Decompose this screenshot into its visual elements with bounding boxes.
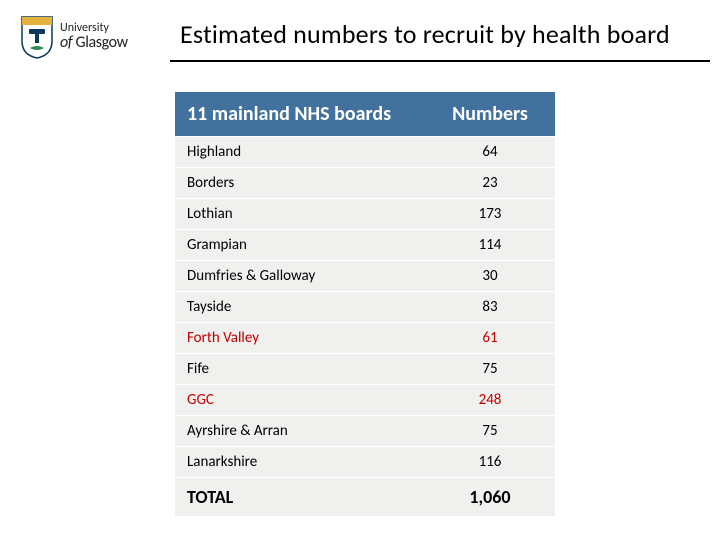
cell-value: 61 — [425, 323, 555, 354]
table-row: Lothian173 — [175, 199, 555, 230]
university-logo: University of Glasgow — [20, 12, 175, 62]
logo-line2: of Glasgow — [60, 35, 128, 52]
table-row: Tayside83 — [175, 292, 555, 323]
title-bar: University of Glasgow Estimated numbers … — [0, 6, 720, 66]
cell-value: 83 — [425, 292, 555, 323]
cell-board: Fife — [175, 354, 425, 385]
table-row: Lanarkshire116 — [175, 447, 555, 478]
logo-text: University of Glasgow — [60, 22, 128, 51]
cell-board: GGC — [175, 385, 425, 416]
cell-value: 75 — [425, 354, 555, 385]
cell-board: Lothian — [175, 199, 425, 230]
crest-icon — [20, 15, 54, 59]
table-header-row: 11 mainland NHS boards Numbers — [175, 92, 555, 137]
cell-value: 114 — [425, 230, 555, 261]
cell-value: 75 — [425, 416, 555, 447]
cell-value: 173 — [425, 199, 555, 230]
table-row: Highland64 — [175, 137, 555, 168]
cell-board: Dumfries & Galloway — [175, 261, 425, 292]
table-row: Fife75 — [175, 354, 555, 385]
total-value: 1,060 — [425, 478, 555, 517]
page-title: Estimated numbers to recruit by health b… — [180, 18, 670, 50]
cell-board: Ayrshire & Arran — [175, 416, 425, 447]
table-total-row: TOTAL1,060 — [175, 478, 555, 517]
cell-value: 30 — [425, 261, 555, 292]
cell-board: Highland — [175, 137, 425, 168]
cell-board: Grampian — [175, 230, 425, 261]
cell-board: Borders — [175, 168, 425, 199]
cell-board: Lanarkshire — [175, 447, 425, 478]
table-row: Grampian114 — [175, 230, 555, 261]
col-numbers: Numbers — [425, 92, 555, 137]
table-row: Forth Valley61 — [175, 323, 555, 354]
total-label: TOTAL — [175, 478, 425, 517]
title-underline — [170, 60, 710, 62]
cell-value: 248 — [425, 385, 555, 416]
cell-value: 116 — [425, 447, 555, 478]
cell-value: 23 — [425, 168, 555, 199]
table-row: Ayrshire & Arran75 — [175, 416, 555, 447]
table-row: Dumfries & Galloway30 — [175, 261, 555, 292]
cell-value: 64 — [425, 137, 555, 168]
cell-board: Tayside — [175, 292, 425, 323]
cell-board: Forth Valley — [175, 323, 425, 354]
table-row: Borders23 — [175, 168, 555, 199]
col-boards: 11 mainland NHS boards — [175, 92, 425, 137]
table-row: GGC248 — [175, 385, 555, 416]
recruitment-table: 11 mainland NHS boards Numbers Highland6… — [175, 92, 555, 516]
